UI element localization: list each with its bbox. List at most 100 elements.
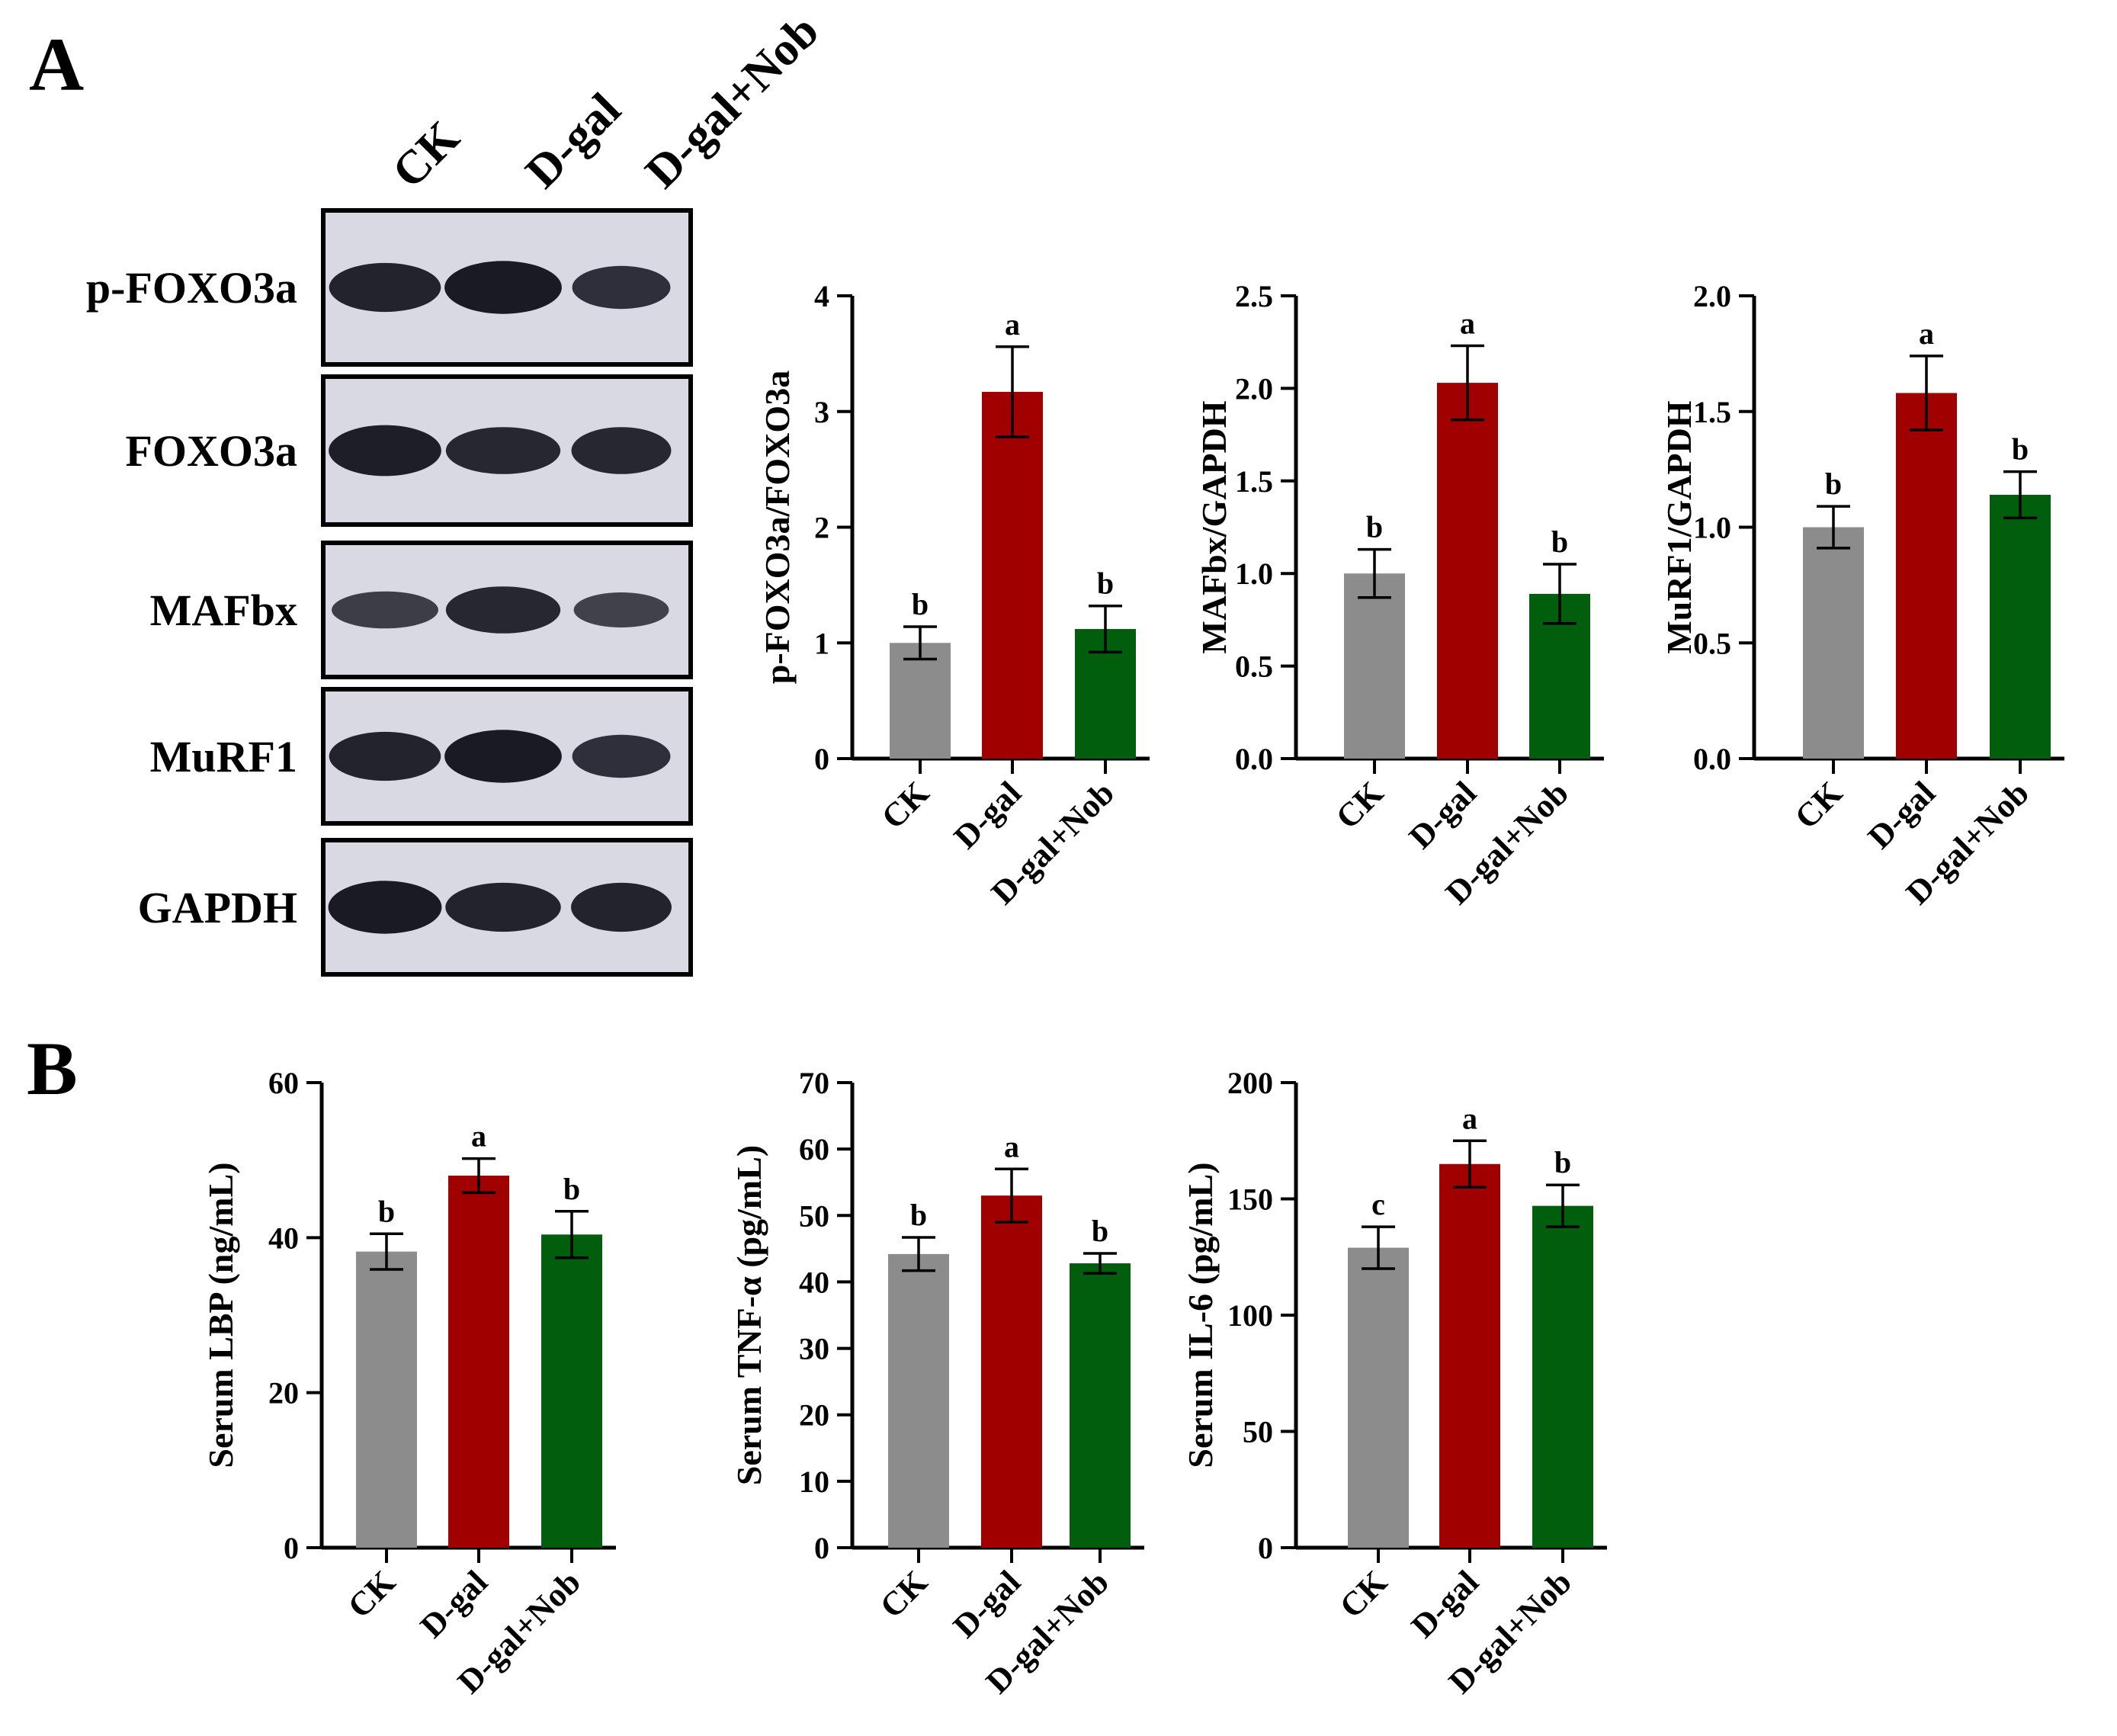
y-tick-label: 2.0 xyxy=(1693,279,1731,313)
bar-d-gal-nob xyxy=(1070,1263,1131,1548)
band-p-foxo3a-d-gal xyxy=(444,261,562,314)
x-tick-label-d-gal: D-gal xyxy=(413,1563,495,1645)
band-foxo3a-d-gal-nob xyxy=(571,427,672,474)
y-tick-label: 40 xyxy=(268,1221,299,1255)
significance-label-d-gal: a xyxy=(1919,316,1934,351)
y-tick-label: 2 xyxy=(814,511,829,545)
blot-row-label-gapdh: GAPDH xyxy=(138,883,297,932)
y-tick-label: 4 xyxy=(814,279,829,313)
y-tick-label: 1.0 xyxy=(1235,557,1273,591)
y-tick-label: 1.5 xyxy=(1693,395,1731,429)
panel-label-a: A xyxy=(29,22,84,107)
y-tick-label: 0.0 xyxy=(1693,742,1731,776)
y-axis-title: p-FOXO3a/FOXO3a xyxy=(758,371,797,684)
y-tick-label: 150 xyxy=(1227,1182,1273,1217)
lane-label-ck: CK xyxy=(383,111,470,198)
y-axis-title: MuRF1/GAPDH xyxy=(1660,400,1698,653)
bar-d-gal xyxy=(448,1176,509,1548)
x-tick-label-d-gal: D-gal xyxy=(1861,774,1942,855)
y-axis-title: Serum LBP (ng/mL) xyxy=(201,1162,240,1468)
significance-label-d-gal: a xyxy=(1004,1129,1019,1163)
x-tick-label-d-gal: D-gal xyxy=(946,1563,1028,1645)
significance-label-d-gal: a xyxy=(1462,1101,1477,1135)
significance-label-ck: b xyxy=(910,1198,927,1232)
y-tick-label: 0.0 xyxy=(1235,742,1273,776)
bar-ck xyxy=(356,1251,417,1548)
significance-label-ck: b xyxy=(1366,510,1383,544)
y-tick-label: 20 xyxy=(268,1376,299,1410)
bar-d-gal-nob xyxy=(1532,1205,1593,1548)
x-tick-label-ck: CK xyxy=(1329,774,1390,836)
significance-label-ck: b xyxy=(912,587,929,621)
y-tick-label: 100 xyxy=(1227,1298,1273,1333)
chart-tnf: 0 10 20 30 40 50 60 70 Serum TNF-α (pg/mL) b CK a D-… xyxy=(730,1066,1144,1701)
bar-d-gal xyxy=(982,391,1043,759)
y-tick-label: 70 xyxy=(799,1066,829,1100)
y-tick-label: 50 xyxy=(799,1199,829,1233)
y-tick-label: 2.5 xyxy=(1235,279,1273,313)
band-foxo3a-ck xyxy=(329,425,441,477)
y-tick-label: 3 xyxy=(814,395,829,429)
y-tick-label: 60 xyxy=(799,1132,829,1166)
significance-label-ck: b xyxy=(378,1194,395,1228)
lane-label-d-gal-nob: D-gal+Nob xyxy=(636,5,829,198)
band-murf1-d-gal xyxy=(444,730,562,783)
significance-label-d-gal-nob: b xyxy=(563,1172,580,1206)
y-tick-label: 0 xyxy=(284,1531,299,1565)
band-murf1-ck xyxy=(329,731,441,781)
x-tick-label-ck: CK xyxy=(1333,1563,1394,1625)
band-mafbx-ck xyxy=(332,591,438,629)
blot-row-label-mafbx: MAFbx xyxy=(150,586,297,635)
bar-d-gal xyxy=(1896,393,1957,759)
band-foxo3a-d-gal xyxy=(445,427,561,474)
band-p-foxo3a-d-gal-nob xyxy=(572,265,671,310)
significance-label-ck: c xyxy=(1371,1187,1385,1221)
significance-label-d-gal: a xyxy=(1005,307,1020,342)
band-mafbx-d-gal-nob xyxy=(573,592,669,627)
y-tick-label: 2.0 xyxy=(1235,371,1273,406)
y-axis-title: Serum IL-6 (pg/mL) xyxy=(1181,1162,1220,1468)
y-tick-label: 1.5 xyxy=(1235,464,1273,499)
y-tick-label: 0 xyxy=(1258,1531,1273,1565)
blot-row-label-foxo3a: FOXO3a xyxy=(125,426,297,476)
bar-ck xyxy=(1803,527,1864,759)
y-tick-label: 40 xyxy=(799,1265,829,1299)
blot-row-label-p-foxo3a: p-FOXO3a xyxy=(86,263,297,313)
x-tick-label-d-gal: D-gal xyxy=(1404,1563,1486,1645)
bar-d-gal xyxy=(1437,383,1498,759)
y-axis-title: MAFbx/GAPDH xyxy=(1195,400,1233,653)
bar-d-gal xyxy=(981,1195,1042,1548)
bar-d-gal-nob xyxy=(541,1234,602,1548)
blot-row-label-murf1: MuRF1 xyxy=(150,732,297,781)
x-tick-label-ck: CK xyxy=(1788,774,1849,836)
band-murf1-d-gal-nob xyxy=(572,734,671,778)
significance-label-d-gal: a xyxy=(1460,306,1475,341)
y-tick-label: 20 xyxy=(799,1398,829,1433)
bar-ck xyxy=(888,1253,949,1548)
lane-label-d-gal: D-gal xyxy=(516,84,630,198)
significance-label-d-gal: a xyxy=(471,1119,486,1154)
panel-label-b: B xyxy=(27,1026,78,1111)
band-gapdh-ck xyxy=(328,881,442,934)
significance-label-d-gal-nob: b xyxy=(1097,566,1114,601)
band-gapdh-d-gal xyxy=(445,882,561,932)
x-tick-label-ck: CK xyxy=(874,774,936,836)
x-tick-label-d-gal: D-gal xyxy=(1402,774,1484,855)
x-tick-label-d-gal: D-gal xyxy=(947,774,1028,855)
y-tick-label: 0 xyxy=(814,742,829,776)
significance-label-d-gal-nob: b xyxy=(2012,432,2029,467)
y-tick-label: 0.5 xyxy=(1235,650,1273,684)
y-tick-label: 50 xyxy=(1243,1415,1273,1449)
bar-d-gal-nob xyxy=(1990,495,2051,759)
y-tick-label: 1.0 xyxy=(1693,511,1731,545)
y-tick-label: 60 xyxy=(268,1066,299,1100)
x-tick-label-ck: CK xyxy=(341,1563,403,1625)
band-gapdh-d-gal-nob xyxy=(571,882,672,932)
significance-label-d-gal-nob: b xyxy=(1554,1145,1571,1179)
western-blot: CK D-gal D-gal+Nob p-FOXO3a FOXO3a MAFbx MuRF1… xyxy=(86,5,829,977)
bar-ck xyxy=(1344,573,1405,759)
